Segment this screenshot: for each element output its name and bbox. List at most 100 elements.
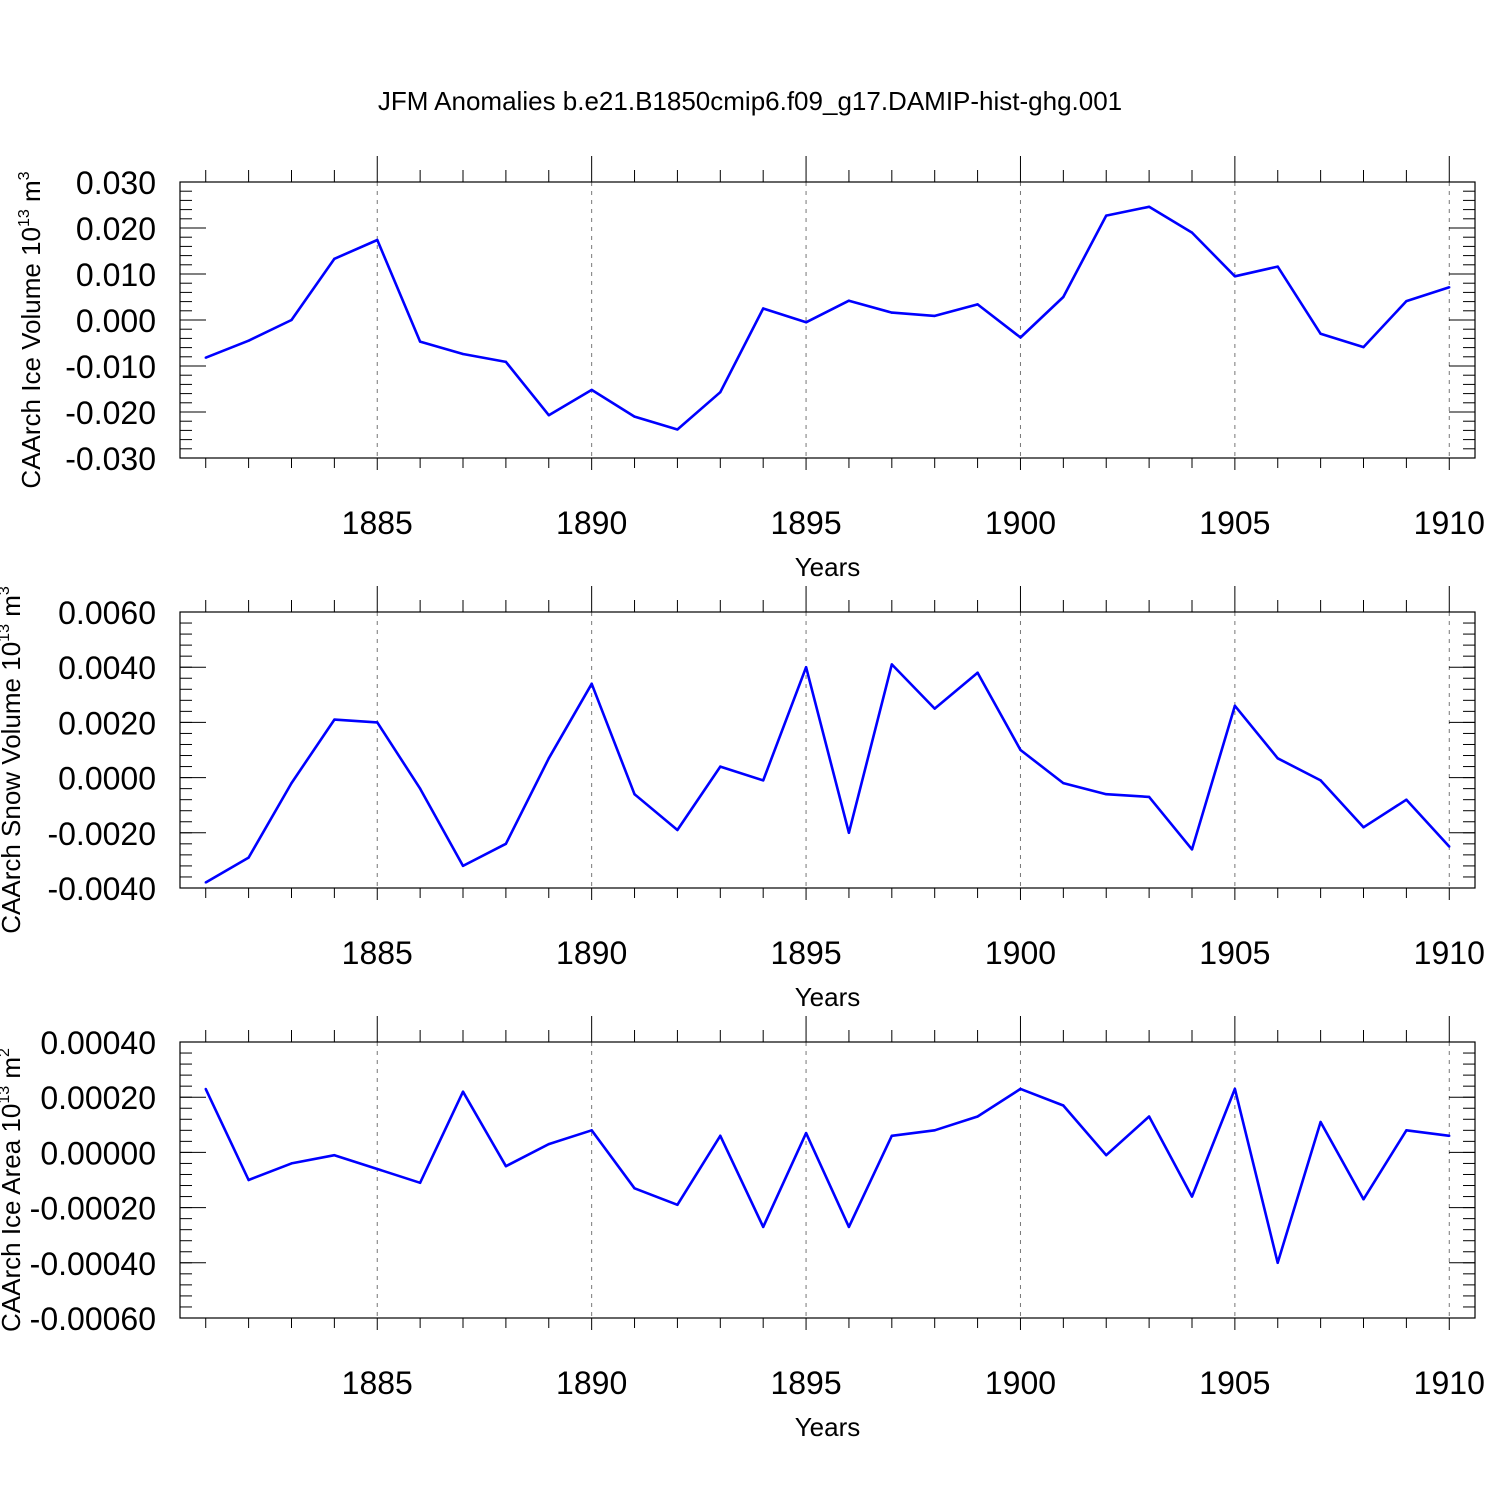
y-axis-label-text: CAArch Ice Volume 10 [16,227,46,489]
data-point [461,1090,465,1093]
x-tick-label: 1885 [342,505,413,541]
plot-frame [179,1041,1476,1319]
x-tick-label: 1910 [1414,1365,1485,1401]
data-point [1276,265,1279,268]
x-tick-label: 1900 [985,1365,1056,1401]
data-point [1233,275,1237,278]
data-point [761,307,765,310]
x-tick-label: 1895 [770,935,841,971]
data-point [547,414,550,417]
data-point [1276,757,1279,760]
data-point [1319,332,1322,335]
data-point [890,311,894,314]
y-axis-label-exponent: 13 [0,624,13,642]
data-point [1147,1115,1151,1118]
data-point [1062,295,1065,299]
data-point [719,1134,722,1138]
data-point [1019,1087,1022,1091]
x-tick-label: 1885 [342,1365,413,1401]
y-axis-label-text: CAArch Ice Area 10 [0,1104,26,1332]
y-tick-label: 0.0020 [58,705,156,741]
y-tick-label: 0.0040 [58,650,156,686]
data-point [804,1131,808,1135]
x-tick-label: 1895 [770,505,841,541]
data-point [461,864,465,868]
data-point [204,881,207,884]
y-tick-label: -0.0020 [47,816,156,852]
y-tick-label: 0.00020 [40,1080,156,1116]
data-point [976,1115,979,1118]
y-tick-label: -0.00060 [30,1301,156,1337]
data-point [633,1187,636,1190]
data-point [590,682,593,685]
y-tick-label: 0.00000 [40,1135,156,1171]
data-point [804,321,808,324]
data-point [1405,1129,1408,1132]
data-point [1405,299,1408,303]
x-tick-label: 1900 [985,935,1056,971]
data-point [418,1181,422,1184]
data-point [890,663,894,666]
data-point [1233,1087,1237,1091]
data-point [1276,1261,1279,1265]
data-point [1105,214,1108,217]
series-line [204,1087,1450,1265]
data-point [1233,704,1237,708]
x-tick-label: 1890 [556,505,627,541]
y-tick-label: -0.0040 [47,871,156,907]
x-tick-label: 1885 [342,935,413,971]
data-point [976,303,979,306]
data-point [1448,845,1451,848]
chart-panels: 1885 1890 1895 1900 1905 1910 Years 0.030 0.020 0… [0,156,1485,1442]
data-point [1062,1104,1065,1107]
data-point [1362,345,1365,349]
data-point [547,757,550,760]
y-axis-label-text: CAArch Snow Volume 10 [0,642,26,934]
data-point [719,391,722,394]
data-point [804,666,808,669]
chart-panel-3: 1885 1890 1895 1900 1905 1910 Years 0.00040 0.00… [0,1016,1485,1442]
y-axis-label-unit: m [0,1057,26,1086]
data-point [1062,781,1065,785]
data-point [1147,205,1151,209]
data-point [633,792,636,796]
y-axis-label-unit: m [16,180,46,209]
data-point [761,1225,765,1229]
data-point [590,1129,593,1132]
y-axis-label-unit-exponent: 2 [0,1048,13,1057]
data-point [1362,826,1365,829]
data-point [418,787,422,790]
data-point [1319,779,1322,782]
plot-frame [179,611,1476,889]
data-point [461,352,465,356]
x-axis-label: Years [795,552,861,582]
x-tick-label: 1910 [1414,935,1485,971]
data-point [204,356,207,359]
data-point [676,428,679,431]
y-axis-label: CAArch Snow Volume 1013 m3 [0,586,26,934]
x-axis-label: Years [795,982,861,1012]
data-point [504,360,508,364]
plot-frame [179,181,1476,459]
data-point [290,781,293,785]
x-tick-label: 1895 [770,1365,841,1401]
y-tick-label: 0.0000 [58,761,156,797]
chart-panel-1: 1885 1890 1895 1900 1905 1910 Years 0.030 0.020 0… [16,156,1485,582]
data-point [247,1178,250,1182]
y-tick-label: -0.00020 [30,1191,156,1227]
data-point [418,340,422,343]
data-point [933,314,936,318]
data-point [1448,286,1451,289]
data-point [1019,336,1022,339]
y-tick-label: 0.0060 [58,595,156,631]
y-tick-label: 0.020 [76,211,156,247]
data-point [333,718,336,721]
data-point [890,1134,894,1138]
data-point [719,765,722,768]
y-tick-label: 0.000 [76,303,156,339]
data-point [1105,1153,1108,1157]
series-line [205,205,1450,431]
data-point [976,671,979,674]
data-point [1362,1198,1365,1201]
figure-title: JFM Anomalies b.e21.B1850cmip6.f09_g17.D… [378,86,1122,116]
